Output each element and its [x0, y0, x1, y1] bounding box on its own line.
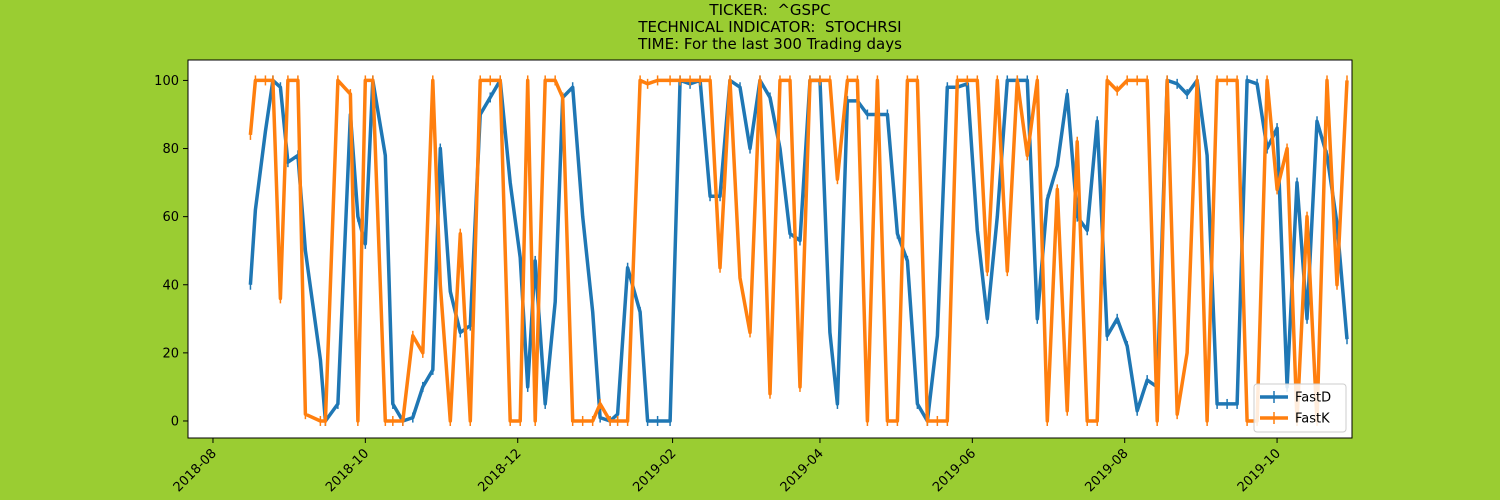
- x-axis: 2018-08 2018-10 2018-12 2019-02 2019-04 2019-…: [171, 438, 1284, 495]
- legend-label-fastk: FastK: [1295, 412, 1330, 427]
- y-tick-label: 80: [162, 142, 179, 157]
- chart-title: TICKER: ^GSPC TECHNICAL INDICATOR: STOCH…: [0, 2, 1500, 53]
- x-tick-label: 2019-06: [930, 446, 979, 495]
- y-axis: 0 20 40 60 80 100: [154, 74, 188, 429]
- x-tick-label: 2019-10: [1235, 446, 1284, 495]
- y-tick-label: 0: [171, 414, 179, 429]
- title-ticker-line: TICKER: ^GSPC: [709, 1, 831, 19]
- x-tick-label: 2018-10: [323, 446, 372, 495]
- x-tick-label: 2018-08: [171, 446, 220, 495]
- series-line-fastk: [248, 78, 1349, 423]
- series-layer: [248, 75, 1349, 426]
- y-tick-label: 20: [162, 346, 179, 361]
- x-tick-label: 2019-08: [1083, 446, 1132, 495]
- x-tick-label: 2018-12: [476, 446, 525, 495]
- x-tick-label: 2019-02: [630, 446, 679, 495]
- y-tick-label: 60: [162, 210, 179, 225]
- legend-label-fastd: FastD: [1295, 391, 1331, 406]
- y-tick-label: 40: [162, 278, 179, 293]
- title-time-line: TIME: For the last 300 Trading days: [638, 35, 902, 53]
- x-tick-label: 2019-04: [778, 446, 827, 495]
- legend: FastD FastK: [1253, 383, 1347, 433]
- y-tick-label: 100: [154, 74, 179, 89]
- title-indicator-line: TECHNICAL INDICATOR: STOCHRSI: [638, 18, 902, 36]
